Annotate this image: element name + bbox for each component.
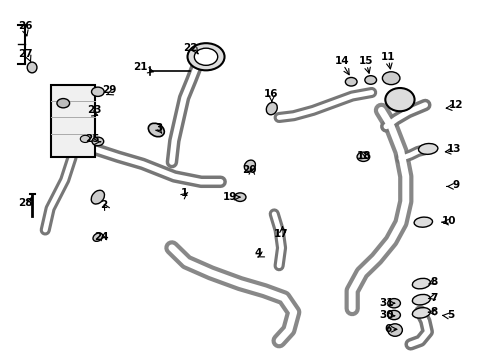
Text: 10: 10 (441, 216, 456, 226)
Circle shape (365, 76, 376, 84)
Circle shape (388, 310, 400, 320)
Text: 22: 22 (183, 43, 197, 53)
Circle shape (57, 99, 70, 108)
Text: 2: 2 (100, 200, 107, 210)
Ellipse shape (27, 62, 37, 73)
Text: 4: 4 (255, 248, 262, 257)
Text: 1: 1 (181, 188, 188, 198)
Text: 24: 24 (94, 232, 109, 242)
Circle shape (345, 77, 357, 86)
Text: 8: 8 (430, 277, 438, 287)
Ellipse shape (388, 324, 402, 336)
Text: 8: 8 (430, 307, 438, 317)
Text: 9: 9 (453, 180, 460, 190)
Text: 12: 12 (449, 100, 464, 110)
Text: 15: 15 (359, 57, 373, 66)
Text: 31: 31 (379, 297, 393, 307)
Text: 19: 19 (223, 192, 238, 202)
Ellipse shape (148, 123, 164, 137)
Bar (51, 85, 95, 157)
Text: 3: 3 (155, 123, 162, 133)
Text: 23: 23 (87, 105, 101, 115)
Ellipse shape (385, 88, 415, 111)
Text: 26: 26 (19, 21, 33, 31)
Circle shape (195, 48, 218, 65)
Text: 21: 21 (133, 63, 148, 72)
Text: 13: 13 (447, 144, 462, 154)
Ellipse shape (418, 144, 438, 154)
Ellipse shape (414, 217, 433, 227)
Circle shape (357, 152, 370, 161)
Text: 27: 27 (19, 49, 33, 59)
Circle shape (388, 298, 400, 308)
Ellipse shape (413, 294, 430, 305)
Ellipse shape (413, 308, 430, 318)
Circle shape (234, 193, 246, 202)
Text: 29: 29 (102, 85, 117, 95)
Ellipse shape (245, 160, 255, 171)
Circle shape (188, 43, 224, 70)
Text: 14: 14 (335, 57, 350, 66)
Circle shape (92, 137, 104, 146)
Text: 17: 17 (274, 229, 289, 239)
Circle shape (80, 135, 90, 143)
Text: 25: 25 (85, 134, 100, 144)
Text: 11: 11 (381, 52, 395, 62)
Text: 18: 18 (357, 151, 371, 161)
Text: 6: 6 (384, 324, 392, 334)
Text: 30: 30 (379, 310, 393, 320)
Text: 28: 28 (19, 198, 33, 208)
Ellipse shape (413, 278, 430, 289)
Circle shape (92, 87, 104, 96)
Text: 7: 7 (430, 293, 438, 303)
Ellipse shape (91, 190, 104, 204)
Text: 5: 5 (447, 310, 454, 320)
Ellipse shape (93, 233, 103, 241)
Circle shape (382, 72, 400, 85)
Ellipse shape (267, 102, 277, 115)
Text: 16: 16 (264, 89, 278, 99)
Text: 20: 20 (243, 165, 257, 175)
